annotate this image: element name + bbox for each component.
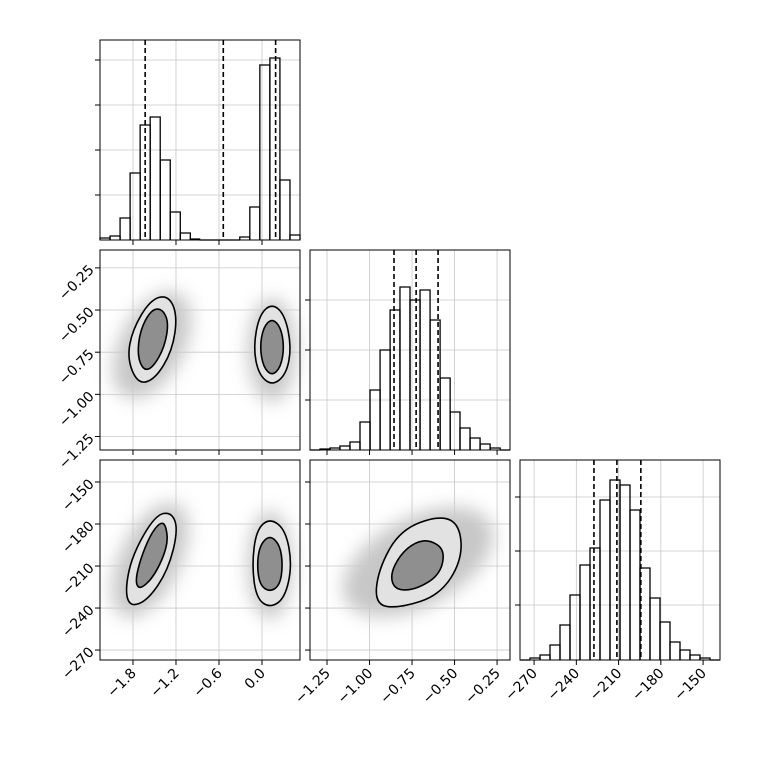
histogram-step bbox=[549, 644, 561, 660]
y-tick-label: −270 bbox=[59, 644, 98, 683]
contour bbox=[137, 308, 169, 371]
panel-frame bbox=[309, 249, 511, 451]
panel bbox=[95, 39, 301, 245]
y-tick-label: −150 bbox=[59, 476, 98, 515]
x-tick-label: −240 bbox=[545, 666, 584, 705]
panel: −1.25 −1.00 −0.75 −0.50 −0.25 bbox=[292, 459, 511, 708]
histogram-step bbox=[489, 447, 501, 450]
histogram-step bbox=[249, 206, 261, 240]
panel: −270 −240 −210 −180 −150 bbox=[502, 459, 721, 705]
panel-frame bbox=[99, 39, 301, 241]
x-tick-label: −210 bbox=[587, 666, 626, 705]
y-tick-label: −0.25 bbox=[56, 262, 98, 304]
y-tick-label: −180 bbox=[59, 518, 98, 557]
histogram-step bbox=[619, 484, 631, 660]
x-tick-label: −0.25 bbox=[462, 666, 504, 708]
histogram-step bbox=[359, 421, 371, 450]
histogram-step bbox=[129, 172, 141, 240]
x-tick-label: −150 bbox=[671, 666, 710, 705]
histogram-step bbox=[389, 309, 401, 450]
histogram-step bbox=[109, 235, 121, 240]
histogram-step bbox=[169, 211, 181, 240]
x-tick-label: −1.25 bbox=[292, 666, 334, 708]
histogram-step bbox=[539, 654, 551, 660]
histogram-step bbox=[629, 509, 641, 660]
histogram-step bbox=[339, 445, 351, 450]
histogram-step bbox=[649, 597, 661, 660]
histogram-step bbox=[139, 124, 151, 240]
histogram-step bbox=[119, 217, 131, 240]
histogram-step bbox=[409, 299, 421, 450]
y-tick-label: −0.75 bbox=[56, 347, 98, 389]
histogram-step bbox=[439, 377, 451, 450]
histogram-step bbox=[659, 621, 671, 660]
y-tick-label: −210 bbox=[59, 560, 98, 599]
panel bbox=[305, 249, 511, 455]
contour bbox=[256, 536, 283, 592]
x-tick-label: −1.2 bbox=[147, 666, 182, 701]
histogram-step bbox=[589, 547, 601, 660]
x-tick-label: −270 bbox=[502, 666, 541, 705]
x-tick-label: 0.0 bbox=[242, 666, 269, 693]
histogram-step bbox=[699, 657, 711, 660]
y-tick-label: −1.00 bbox=[56, 389, 98, 431]
histogram-step bbox=[679, 649, 691, 660]
histogram-step bbox=[179, 232, 191, 240]
x-tick-label: −1.00 bbox=[335, 666, 377, 708]
histogram-step bbox=[449, 411, 461, 450]
panel-frame bbox=[309, 459, 511, 661]
panel-frame bbox=[99, 459, 301, 661]
histogram-step bbox=[479, 443, 491, 450]
contour bbox=[259, 319, 285, 375]
histogram-step bbox=[579, 564, 591, 660]
histogram-step bbox=[149, 116, 161, 240]
histogram-step bbox=[459, 427, 471, 450]
x-tick-label: −1.8 bbox=[104, 666, 139, 701]
histogram-step bbox=[419, 289, 431, 450]
histogram-step bbox=[349, 441, 361, 450]
panel: −1.8 −1.2 −0.6 0.0 −150−180−210−240−270 bbox=[59, 459, 301, 701]
y-tick-label: −1.25 bbox=[56, 431, 98, 473]
x-tick-label: −0.6 bbox=[190, 665, 225, 700]
histogram-step bbox=[279, 179, 291, 240]
histogram-step bbox=[289, 234, 301, 240]
y-tick-label: −240 bbox=[59, 602, 98, 641]
histogram-step bbox=[259, 64, 271, 240]
x-tick-label: −0.75 bbox=[377, 666, 419, 708]
histogram-step bbox=[689, 654, 701, 660]
x-tick-label: −0.50 bbox=[420, 666, 462, 708]
histogram-step bbox=[399, 286, 411, 450]
histogram-step bbox=[599, 499, 611, 660]
y-tick-label: −0.50 bbox=[56, 304, 98, 346]
histogram-step bbox=[159, 159, 171, 240]
histogram-step bbox=[369, 389, 381, 450]
histogram-step bbox=[669, 641, 681, 660]
x-tick-label: −180 bbox=[629, 666, 668, 705]
panel-frame bbox=[519, 459, 721, 661]
panel-frame bbox=[99, 249, 301, 451]
histogram-step bbox=[469, 437, 481, 450]
contour bbox=[135, 522, 168, 589]
histogram-step bbox=[559, 624, 571, 660]
contour bbox=[390, 540, 444, 591]
